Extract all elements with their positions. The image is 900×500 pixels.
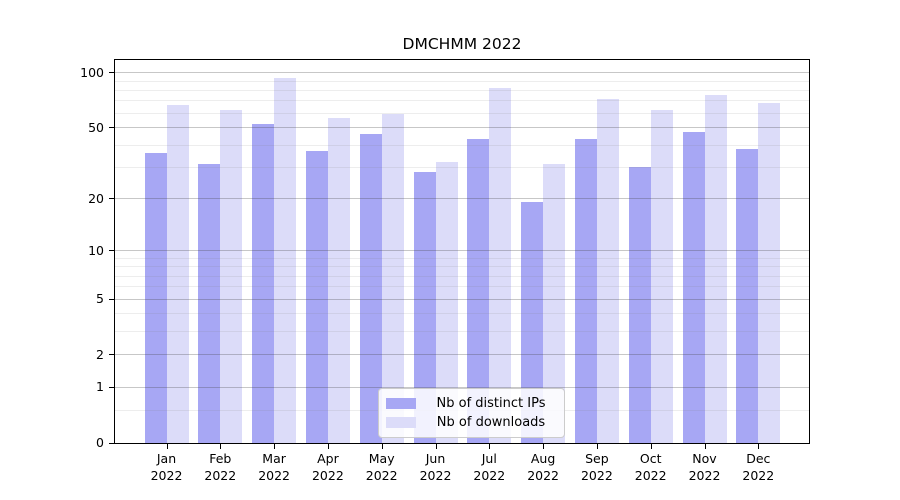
gridline-minor <box>114 100 810 102</box>
x-tick-label: Jun 2022 <box>419 451 452 483</box>
gridline-minor <box>114 275 810 277</box>
bar-distinct-ips-sep <box>574 138 597 443</box>
y-tick-label: 0 <box>96 435 104 450</box>
y-tick-label: 100 <box>80 64 104 80</box>
x-tick-label: May 2022 <box>365 451 398 483</box>
x-tick-mark <box>166 444 168 449</box>
x-tick-label: Jan 2022 <box>150 451 183 483</box>
bar-downloads-jan <box>166 105 189 443</box>
x-tick-label: Apr 2022 <box>311 451 344 483</box>
bar-downloads-apr <box>327 118 350 443</box>
gridline-minor <box>114 144 810 146</box>
bar-downloads-sep <box>596 99 619 443</box>
bar-distinct-ips-feb <box>198 164 221 443</box>
x-tick-label: Dec 2022 <box>742 451 775 483</box>
y-tick-mark <box>109 72 114 74</box>
x-tick-label: Feb 2022 <box>204 451 237 483</box>
y-tick-label: 50 <box>88 119 104 135</box>
y-tick-label: 20 <box>88 190 104 206</box>
legend-swatch-distinct-ips <box>386 398 416 409</box>
x-tick-label: Aug 2022 <box>527 451 559 483</box>
bar-downloads-dec <box>758 102 781 443</box>
grid-layer <box>114 59 810 444</box>
gridline-major <box>114 354 810 356</box>
x-tick-mark <box>489 444 491 449</box>
x-tick-mark <box>274 444 276 449</box>
gridline-minor <box>114 257 810 259</box>
plot-spines <box>114 59 810 444</box>
gridline-major <box>114 72 810 74</box>
legend-item-downloads: Nb of downloads <box>386 414 556 431</box>
legend-label-distinct-ips: Nb of distinct IPs <box>436 396 546 411</box>
gridline-minor <box>114 286 810 288</box>
y-tick-mark <box>109 250 114 252</box>
x-tick-label: Nov 2022 <box>688 451 721 483</box>
bar-downloads-feb <box>220 110 243 443</box>
gridline-minor <box>114 80 810 82</box>
x-tick-mark <box>596 444 599 449</box>
x-tick-label: Oct 2022 <box>634 451 667 483</box>
y-tick-mark <box>109 386 114 389</box>
legend-swatch-downloads <box>386 417 416 428</box>
bar-distinct-ips-oct <box>628 166 651 443</box>
gridline-major <box>114 298 810 300</box>
y-tick-label: 1 <box>96 379 104 395</box>
x-tick-mark <box>435 444 437 449</box>
bars-layer <box>114 59 810 444</box>
legend-label-downloads: Nb of downloads <box>436 415 546 430</box>
legend-item-distinct-ips: Nb of distinct IPs <box>386 395 556 412</box>
gridline-minor <box>114 89 810 91</box>
x-tick-mark <box>758 444 760 449</box>
x-tick-mark <box>704 444 706 449</box>
bar-distinct-ips-nov <box>682 131 705 443</box>
x-tick-label: Mar 2022 <box>258 451 290 483</box>
bar-distinct-ips-apr <box>305 150 328 443</box>
y-tick-mark <box>109 354 114 356</box>
y-tick-label: 5 <box>96 291 104 307</box>
bar-downloads-nov <box>704 95 727 443</box>
gridline-major <box>114 127 810 128</box>
gridline-minor <box>114 166 810 168</box>
x-tick-mark <box>650 444 652 449</box>
plot-area <box>114 59 810 444</box>
y-tick-label: 2 <box>96 346 104 362</box>
x-tick-mark <box>381 444 383 449</box>
bar-distinct-ips-dec <box>736 148 759 443</box>
gridline-minor <box>114 313 810 315</box>
chart-title: DMCHMM 2022 <box>402 35 522 53</box>
bar-downloads-mar <box>274 77 297 443</box>
gridline-major <box>114 250 810 252</box>
x-tick-mark <box>543 444 545 449</box>
x-tick-mark <box>220 444 222 449</box>
gridline-minor <box>114 331 810 333</box>
legend: Nb of distinct IPs Nb of downloads <box>378 388 565 438</box>
gridline-minor <box>114 112 810 114</box>
y-tick-mark <box>109 442 114 444</box>
bar-downloads-oct <box>650 110 673 443</box>
bar-distinct-ips-jan <box>144 152 167 443</box>
x-tick-label: Sep 2022 <box>580 451 613 483</box>
y-tick-mark <box>109 298 114 300</box>
gridline-minor <box>114 266 810 268</box>
y-tick-mark <box>109 127 114 129</box>
y-tick-mark <box>109 198 114 200</box>
gridline-major <box>114 198 810 200</box>
x-tick-mark <box>327 444 330 449</box>
bar-distinct-ips-mar <box>252 123 275 443</box>
y-tick-label: 10 <box>88 242 104 258</box>
x-tick-label: Jul 2022 <box>473 451 506 483</box>
